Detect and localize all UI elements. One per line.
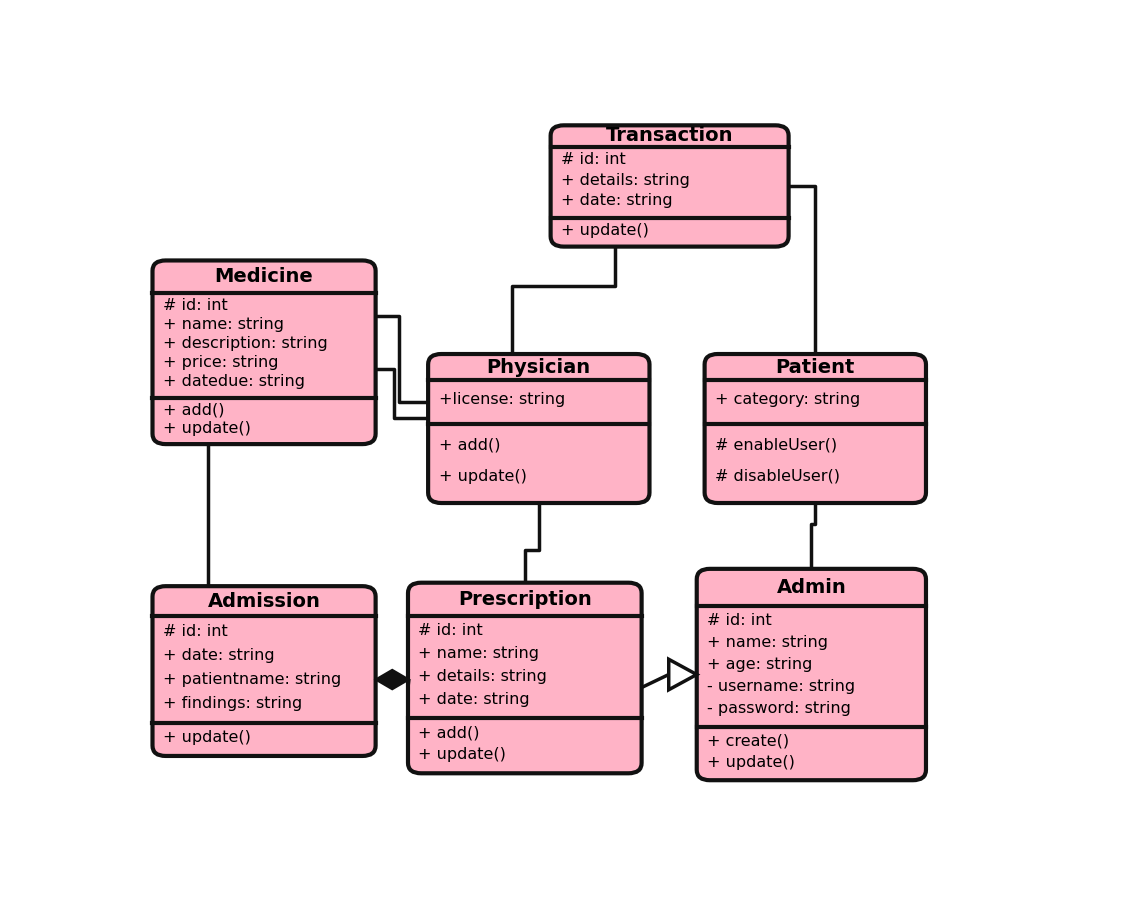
Text: + update(): + update()	[438, 469, 526, 484]
Polygon shape	[376, 670, 409, 689]
Text: + update(): + update()	[561, 223, 649, 238]
Text: +license: string: +license: string	[438, 392, 564, 407]
Text: + date: string: + date: string	[561, 194, 673, 209]
FancyBboxPatch shape	[551, 125, 788, 247]
Text: + update(): + update()	[163, 730, 251, 745]
Text: + details: string: + details: string	[561, 173, 690, 188]
Text: + date: string: + date: string	[419, 691, 531, 707]
Text: # id: int: # id: int	[561, 152, 625, 167]
FancyBboxPatch shape	[428, 354, 649, 503]
Text: + add(): + add()	[419, 725, 480, 740]
Text: + datedue: string: + datedue: string	[163, 374, 305, 390]
Text: + findings: string: + findings: string	[163, 696, 303, 711]
Text: + update(): + update()	[163, 421, 251, 436]
FancyBboxPatch shape	[704, 354, 926, 503]
Text: + date: string: + date: string	[163, 648, 274, 662]
Text: + category: string: + category: string	[715, 392, 860, 407]
Text: # id: int: # id: int	[163, 298, 228, 312]
Text: + add(): + add()	[438, 437, 500, 453]
Text: # disableUser(): # disableUser()	[715, 469, 840, 484]
Text: # id: int: # id: int	[163, 624, 228, 639]
Text: Admin: Admin	[777, 578, 847, 597]
Text: Patient: Patient	[776, 357, 855, 376]
FancyBboxPatch shape	[697, 569, 926, 780]
Polygon shape	[668, 660, 697, 689]
FancyBboxPatch shape	[408, 582, 641, 773]
Text: + description: string: + description: string	[163, 336, 327, 351]
Text: + name: string: + name: string	[419, 646, 540, 662]
Text: + create(): + create()	[707, 734, 789, 749]
Text: - password: string: - password: string	[707, 701, 851, 716]
Text: + update(): + update()	[707, 755, 795, 770]
Text: Admission: Admission	[208, 591, 321, 610]
Text: Medicine: Medicine	[215, 267, 314, 286]
Text: Physician: Physician	[487, 357, 590, 376]
Text: + details: string: + details: string	[419, 669, 548, 684]
Text: + age: string: + age: string	[707, 657, 813, 672]
Text: - username: string: - username: string	[707, 679, 856, 694]
Text: Transaction: Transaction	[606, 126, 734, 146]
FancyBboxPatch shape	[152, 586, 376, 756]
Text: + name: string: + name: string	[707, 634, 829, 650]
Text: # id: int: # id: int	[419, 624, 483, 638]
Text: + price: string: + price: string	[163, 356, 279, 370]
Text: # enableUser(): # enableUser()	[715, 437, 838, 453]
Text: Prescription: Prescription	[458, 590, 592, 609]
Text: # id: int: # id: int	[707, 613, 772, 627]
Text: + patientname: string: + patientname: string	[163, 671, 341, 687]
FancyBboxPatch shape	[152, 260, 376, 444]
Text: + update(): + update()	[419, 747, 507, 762]
Text: + add(): + add()	[163, 402, 225, 418]
Text: + name: string: + name: string	[163, 317, 285, 332]
